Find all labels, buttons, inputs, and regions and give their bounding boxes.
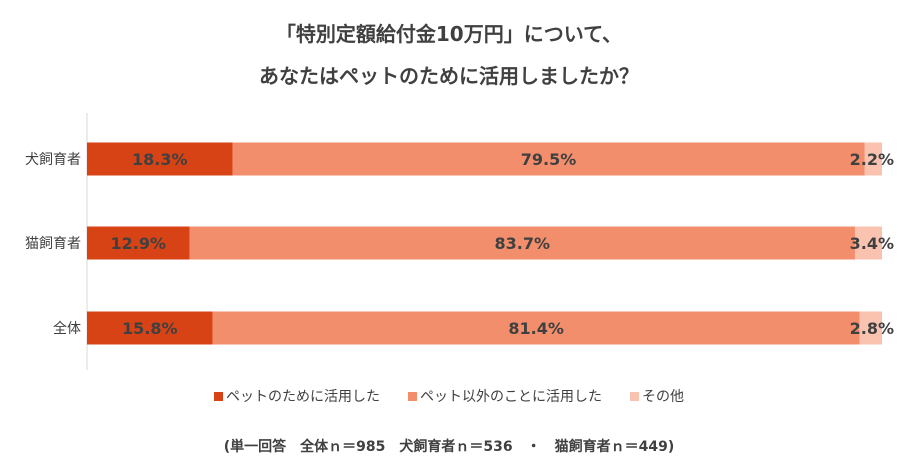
legend-label: その他 — [642, 389, 684, 405]
legend-item: ペットのために活用した — [214, 386, 380, 406]
data-label: 15.8% — [122, 319, 178, 338]
sample-size-note: (単一回答 全体ｎ＝985 犬飼育者ｎ＝536 ・ 猫飼育者ｎ＝449) — [223, 439, 675, 455]
category-label: 猫飼育者 — [25, 236, 81, 252]
legend-swatch — [214, 391, 223, 401]
legend: ペットのために活用した ペット以外のことに活用した その他 — [0, 386, 898, 406]
data-label: 81.4% — [508, 319, 564, 338]
data-label: 2.2% — [850, 150, 894, 169]
bar-segment — [87, 311, 213, 345]
data-label: 12.9% — [111, 234, 167, 253]
bar-segment — [87, 226, 190, 260]
category-label: 全体 — [53, 320, 81, 337]
data-label: 18.3% — [132, 150, 188, 169]
legend-label: ペットのために活用した — [226, 389, 380, 405]
legend-label: ペット以外のことに活用した — [420, 389, 602, 405]
bar-segment — [212, 311, 860, 345]
chart-subtitle: あなたはペットのために活用しましたか？ — [259, 64, 639, 88]
bar-segment — [854, 226, 882, 260]
bar-segment — [859, 311, 882, 345]
bar-segment — [189, 226, 855, 260]
bars-group: 犬飼育者 18.3% 79.5% 2.2% 猫飼育者 12.9% 83.7% 3.4% 全体 15… — [25, 142, 894, 345]
bar-segment — [87, 142, 233, 176]
legend-item: ペット以外のことに活用した — [408, 386, 602, 406]
data-label: 79.5% — [521, 150, 577, 169]
data-label: 2.8% — [850, 319, 894, 338]
bar-segment — [864, 142, 882, 176]
legend-swatch — [408, 391, 417, 401]
data-label: 83.7% — [495, 234, 551, 253]
stacked-bar-chart: 犬飼育者 18.3% 79.5% 2.2% 猫飼育者 12.9% 83.7% 3.4% 全体 15… — [25, 113, 894, 370]
data-label: 3.4% — [850, 234, 894, 253]
chart-title: 「特別定額給付金10万円」について、 — [275, 22, 623, 46]
bar-segment — [232, 142, 865, 176]
legend-swatch — [630, 391, 639, 401]
legend-item: その他 — [630, 386, 684, 406]
category-label: 犬飼育者 — [25, 152, 81, 168]
